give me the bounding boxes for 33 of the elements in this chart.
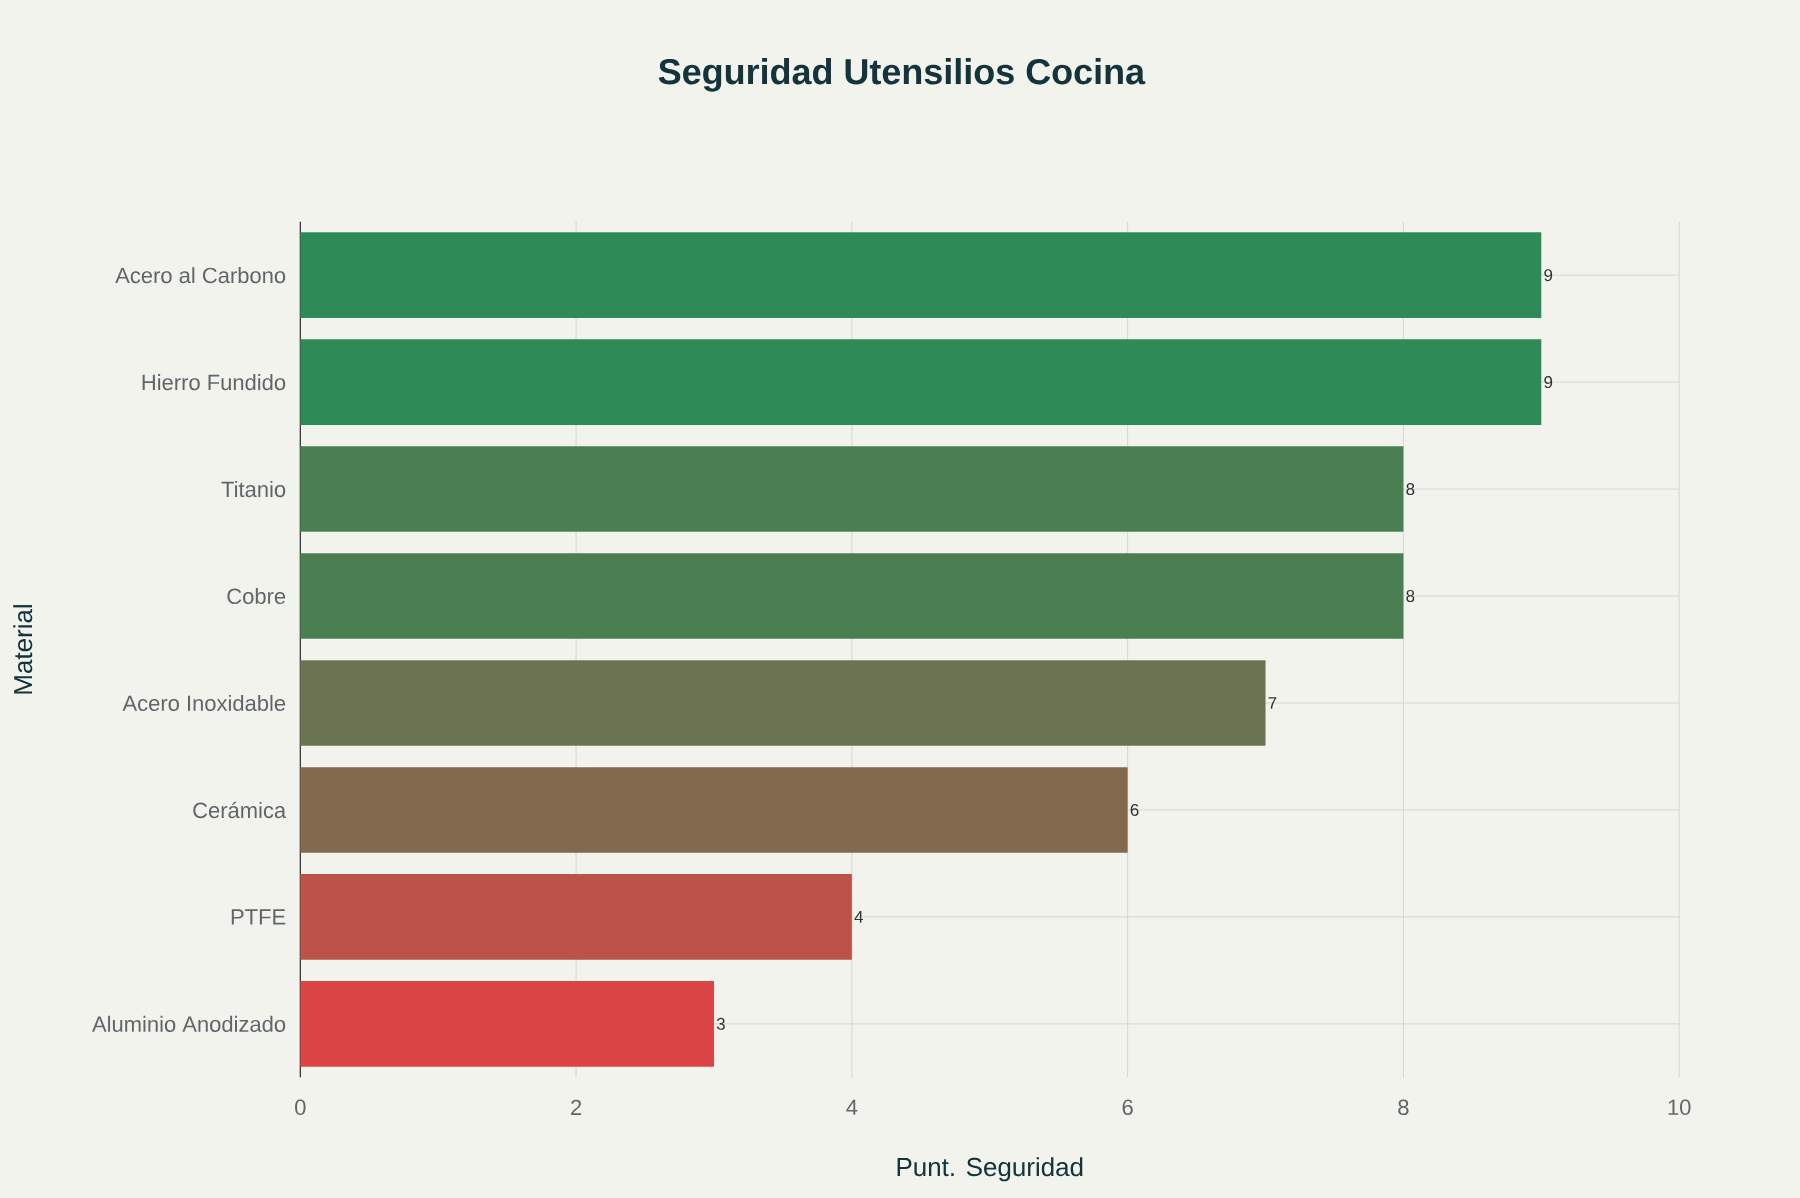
y-tick-label: Acero Inoxidable [122,694,286,711]
data-label: 9 [1544,376,1553,389]
bar [300,660,1266,746]
x-tick-label: 8 [1398,1099,1409,1116]
data-label: 6 [1130,803,1139,816]
y-tick-label: Hierro Fundido [142,373,286,391]
data-label: 4 [854,910,863,923]
y-tick-label: PTFE [231,909,286,925]
bar [300,553,1404,639]
data-label: 3 [716,1017,725,1030]
data-label: 8 [1406,589,1415,602]
y-tick-label: Cobre [227,587,286,605]
y-tick-label: Acero al Carbono [115,267,286,284]
x-tick-label: 6 [1122,1099,1133,1116]
bar [300,981,714,1067]
bar [300,339,1542,425]
bar [300,446,1404,532]
x-tick-label: 4 [846,1099,858,1115]
x-tick-label: 2 [571,1099,582,1115]
data-label: 8 [1406,482,1415,496]
x-tick-label: 0 [295,1099,306,1116]
y-tick-label: Aluminio Anodizado [92,1015,286,1032]
x-axis-title: Punt. Seguridad [897,1157,1083,1182]
bar [300,232,1542,318]
chart-title: Seguridad Utensilios Cocina [658,57,1146,92]
data-label: 7 [1268,697,1277,709]
data-label: 9 [1544,269,1553,282]
y-tick-label: Cerámica [193,801,287,819]
bar [300,767,1128,853]
y-axis-title: Material [13,605,33,694]
bar [300,874,852,960]
x-tick-label: 10 [1668,1099,1691,1116]
y-tick-label: Titanio [221,480,286,498]
